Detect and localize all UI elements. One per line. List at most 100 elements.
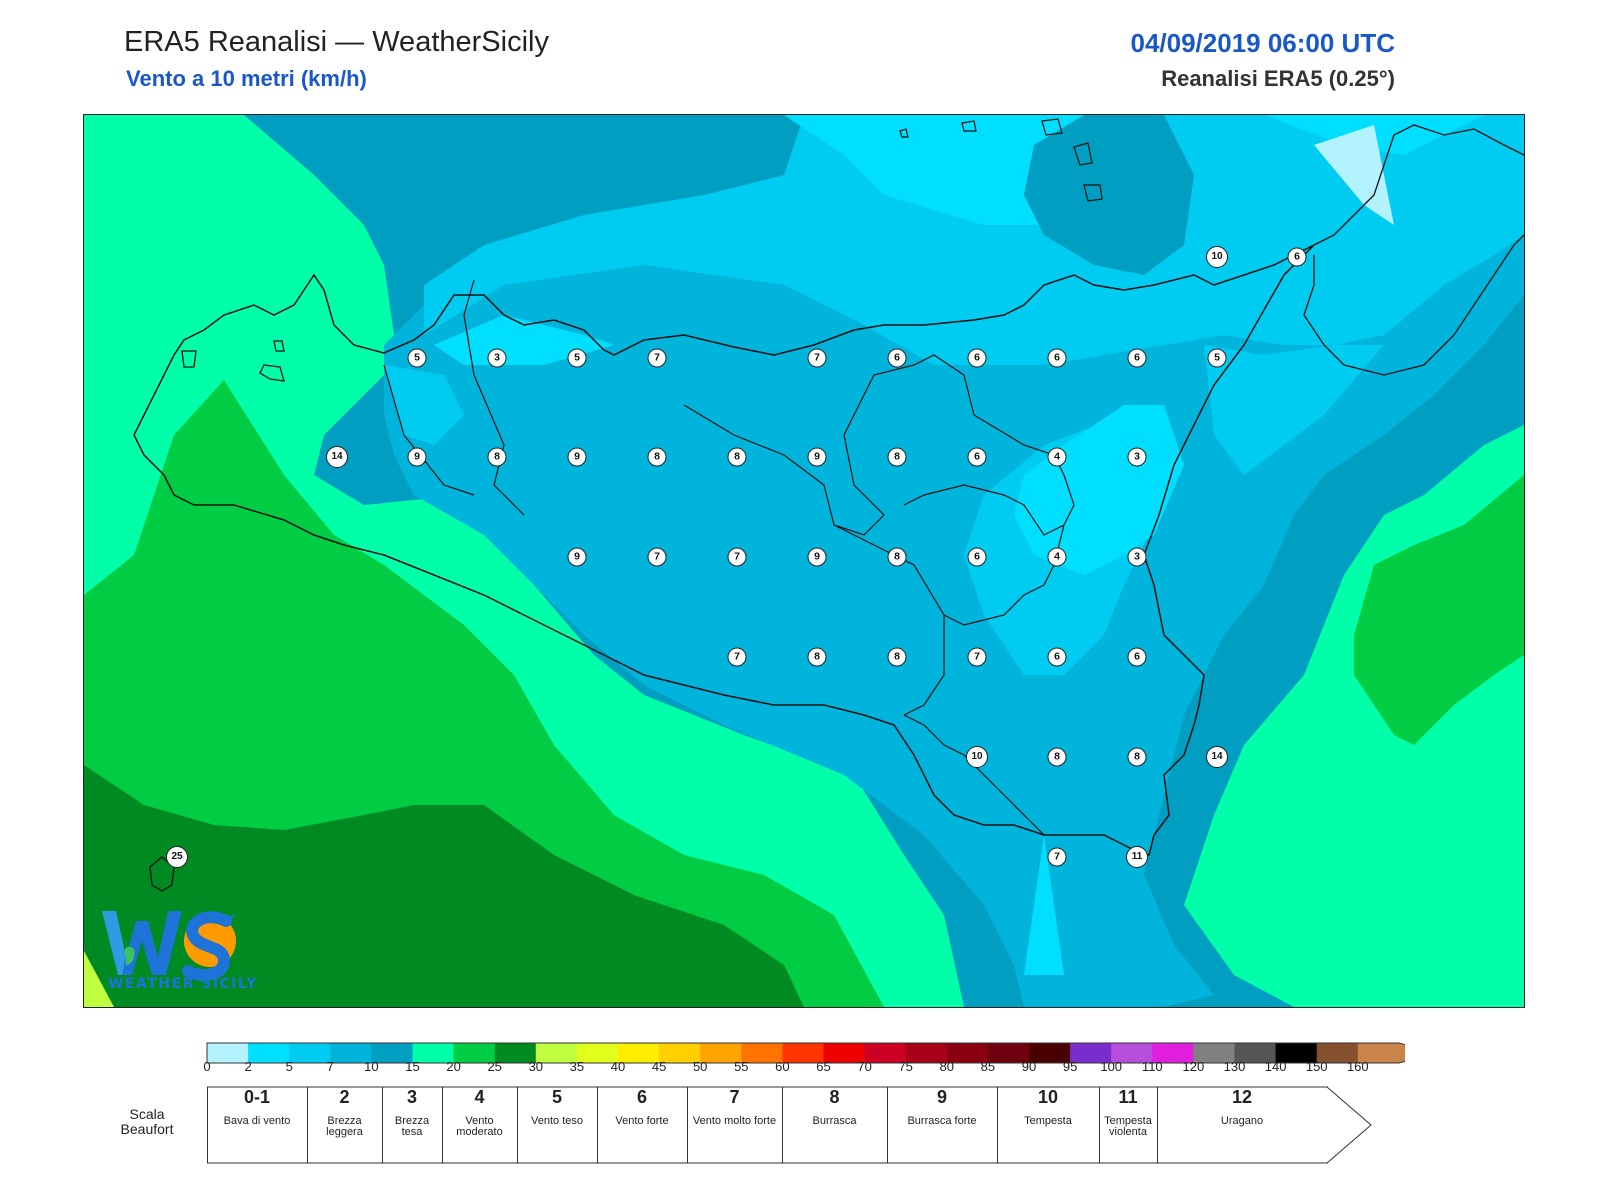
station-value: 10 — [966, 746, 988, 768]
colorbar-tick-label: 35 — [569, 1059, 585, 1074]
beaufort-number: 6 — [636, 1087, 647, 1107]
colorbar-bin — [1029, 1043, 1071, 1063]
colorbar-bin — [823, 1043, 866, 1063]
station-value: 3 — [1127, 447, 1147, 467]
colorbar-tick-label: 120 — [1182, 1059, 1205, 1074]
beaufort-description: Burrasca forte — [907, 1115, 977, 1127]
colorbar-tick-label: 75 — [898, 1059, 913, 1074]
colorbar-bin — [371, 1043, 413, 1063]
station-value: 6 — [967, 348, 987, 368]
station-value: 7 — [647, 348, 667, 368]
beaufort-cell: 2 Brezza leggera — [310, 1087, 379, 1138]
station-value: 8 — [807, 647, 827, 667]
colorbar-bin — [576, 1043, 619, 1063]
station-value: 5 — [567, 348, 587, 368]
station-value: 6 — [887, 348, 907, 368]
beaufort-scale — [207, 1086, 1372, 1164]
beaufort-cell: 11 Tempesta violenta — [1102, 1087, 1154, 1138]
station-value: 7 — [807, 348, 827, 368]
field-band-30-35 — [84, 951, 114, 1007]
calabria-coastline — [1303, 124, 1524, 376]
beaufort-box — [997, 1086, 1100, 1164]
beaufort-number: 3 — [406, 1087, 417, 1107]
beaufort-description: Vento forte — [615, 1115, 669, 1127]
beaufort-cell: 8 Burrasca — [812, 1087, 856, 1127]
station-value: 7 — [647, 547, 667, 567]
colorbar-outline — [206, 1042, 1405, 1064]
colorbar-bin — [1275, 1043, 1318, 1063]
beaufort-number: 8 — [829, 1087, 840, 1107]
colorbar-tick-label: 95 — [1062, 1059, 1078, 1074]
colorbar-bin — [905, 1043, 948, 1063]
beaufort-description: Tempesta violenta — [1104, 1115, 1152, 1138]
station-value: 9 — [807, 547, 827, 567]
beaufort-number: 4 — [474, 1087, 485, 1107]
station-value: 3 — [1127, 547, 1147, 567]
colorbar-bin — [1152, 1043, 1194, 1063]
colorbar-bin — [1111, 1043, 1153, 1063]
beaufort-description: Burrasca — [812, 1115, 857, 1127]
beaufort-box — [1157, 1086, 1328, 1164]
beaufort-number: 9 — [936, 1087, 947, 1107]
station-value: 7 — [727, 647, 747, 667]
beaufort-description: Bava di vento — [223, 1115, 291, 1127]
colorbar-tick-label: 70 — [857, 1059, 872, 1074]
station-value: 7 — [967, 647, 987, 667]
station-value: 8 — [487, 447, 507, 467]
station-value: 6 — [1047, 647, 1067, 667]
colorbar-bin — [453, 1043, 496, 1063]
station-value: 6 — [1127, 348, 1147, 368]
station-value: 8 — [887, 547, 907, 567]
station-value: 5 — [407, 348, 427, 368]
colorbar-bin — [207, 1043, 249, 1063]
station-value: 6 — [1127, 647, 1147, 667]
station-value: 9 — [567, 547, 587, 567]
station-value: 14 — [326, 446, 348, 468]
colorbar-bin — [700, 1043, 742, 1063]
station-value: 14 — [1206, 746, 1228, 768]
station-value: 4 — [1047, 447, 1067, 467]
beaufort-number: 11 — [1118, 1087, 1138, 1107]
colorbar-bin — [1357, 1043, 1405, 1063]
beaufort-description: Brezza tesa — [394, 1115, 430, 1138]
station-value: 8 — [727, 447, 747, 467]
colorbar-bin — [494, 1043, 537, 1063]
beaufort-cell: 12 Uragano — [1221, 1087, 1263, 1127]
colorbar-tick-label: 55 — [734, 1059, 749, 1074]
beaufort-cell: 7 Vento molto forte — [693, 1087, 776, 1127]
wind-map: 5 3 5 7 7 6 6 6 6 5 14 9 8 9 8 8 9 8 6 4… — [83, 114, 1525, 1008]
beaufort-cell: 10 Tempesta — [1024, 1087, 1072, 1127]
colorbar-bin — [864, 1043, 907, 1063]
pantelleria-outline — [149, 856, 175, 892]
egadi-islands — [181, 350, 197, 368]
colorbar-bin — [412, 1043, 455, 1063]
colorbar-tick-label: 0 — [203, 1059, 211, 1074]
beaufort-box — [1099, 1086, 1158, 1164]
beaufort-number: 7 — [729, 1087, 740, 1107]
beaufort-cell: 3 Brezza tesa — [385, 1087, 439, 1138]
forecast-datetime: 04/09/2019 06:00 UTC — [1130, 28, 1395, 58]
colorbar-tick-label: 130 — [1223, 1059, 1246, 1074]
beaufort-box — [597, 1086, 688, 1164]
station-value: 5 — [1207, 348, 1227, 368]
beaufort-box — [307, 1086, 383, 1164]
beaufort-description: Tempesta — [1024, 1115, 1072, 1127]
station-value: 8 — [647, 447, 667, 467]
beaufort-box — [687, 1086, 783, 1164]
colorbar-tick-label: 110 — [1141, 1059, 1163, 1074]
field-band-7-10 — [384, 115, 1524, 1007]
station-value: 8 — [887, 447, 907, 467]
sicily-coastline — [133, 244, 1315, 856]
station-value: 6 — [967, 447, 987, 467]
beaufort-box — [207, 1086, 308, 1164]
beaufort-number: 2 — [339, 1087, 350, 1107]
colorbar-tick-label: 80 — [939, 1059, 955, 1074]
colorbar-tick-label: 50 — [692, 1059, 708, 1074]
colorbar-tick-label: 100 — [1100, 1059, 1123, 1074]
map-subtitle: Vento a 10 metri (km/h) — [126, 66, 367, 91]
colorbar-tick-label: 2 — [244, 1059, 252, 1074]
beaufort-cell: 9 Burrasca forte — [907, 1087, 976, 1127]
wind-field — [84, 115, 1524, 1007]
colorbar-tick-label: 7 — [326, 1059, 334, 1074]
beaufort-box — [782, 1086, 888, 1164]
